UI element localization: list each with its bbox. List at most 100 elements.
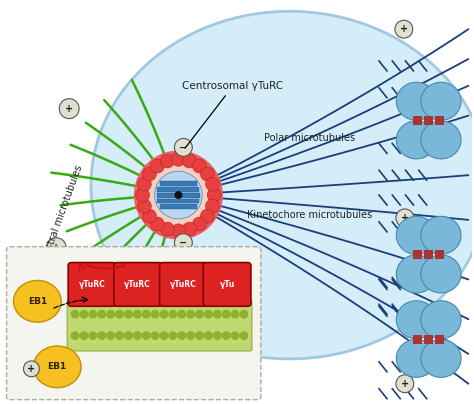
Circle shape [24,361,39,377]
Circle shape [195,310,204,319]
Ellipse shape [396,339,437,377]
Circle shape [186,331,195,340]
FancyBboxPatch shape [68,263,116,306]
Circle shape [222,331,231,340]
Circle shape [239,331,248,340]
Circle shape [124,331,133,340]
Circle shape [239,310,248,319]
FancyBboxPatch shape [114,263,162,306]
Circle shape [133,331,142,340]
Circle shape [174,139,192,156]
Text: +: + [82,314,90,324]
Circle shape [80,310,89,319]
Circle shape [213,331,222,340]
Circle shape [155,171,202,219]
Circle shape [396,209,414,227]
Circle shape [137,199,151,213]
Circle shape [186,310,195,319]
Circle shape [201,209,214,223]
Circle shape [174,191,182,199]
Bar [160,181,197,185]
Bar [413,116,422,125]
Circle shape [76,309,96,329]
Text: EB1: EB1 [47,362,67,371]
Circle shape [230,310,239,319]
Circle shape [142,310,151,319]
Circle shape [160,331,168,340]
Text: γTuRC: γTuRC [124,280,151,289]
Circle shape [168,331,177,340]
Circle shape [222,310,231,319]
Bar [157,187,200,191]
Circle shape [97,310,106,319]
Text: Centrosomal γTuRC: Centrosomal γTuRC [182,81,283,148]
Ellipse shape [33,346,81,388]
Text: Kinetochore microtubules: Kinetochore microtubules [247,210,372,220]
Bar [436,250,444,259]
FancyBboxPatch shape [7,247,261,400]
Circle shape [172,152,185,166]
Circle shape [59,99,79,119]
Circle shape [133,310,142,319]
Circle shape [182,222,196,236]
Text: EB1: EB1 [28,297,47,306]
Circle shape [71,310,80,319]
Text: −: − [179,238,187,248]
Ellipse shape [421,82,461,120]
Circle shape [160,222,174,236]
Circle shape [205,177,219,191]
Circle shape [160,310,168,319]
Circle shape [207,188,221,202]
Circle shape [124,310,133,319]
Text: +: + [401,213,409,223]
Circle shape [204,310,213,319]
Circle shape [89,310,97,319]
Bar [424,250,433,259]
Circle shape [71,331,80,340]
Circle shape [174,234,192,252]
Circle shape [137,154,220,237]
Ellipse shape [91,11,474,359]
Circle shape [136,188,150,202]
Circle shape [177,331,186,340]
Circle shape [192,159,206,173]
Circle shape [115,310,124,319]
Text: γTuRC: γTuRC [79,280,105,289]
Ellipse shape [421,255,461,293]
FancyBboxPatch shape [67,299,252,351]
Bar [413,335,422,343]
Circle shape [106,310,115,319]
Bar [156,193,200,198]
Circle shape [143,167,156,181]
Bar [436,116,444,125]
Circle shape [89,331,97,340]
Circle shape [213,310,222,319]
Ellipse shape [421,339,461,377]
Text: Astral microtubules: Astral microtubules [42,164,84,257]
Circle shape [97,331,106,340]
Ellipse shape [396,121,437,159]
Bar [436,335,444,343]
Bar [160,204,197,209]
Circle shape [150,217,164,231]
Bar [424,335,433,343]
Ellipse shape [396,216,437,255]
Text: +: + [400,24,408,34]
Circle shape [150,159,164,173]
Circle shape [168,310,177,319]
Text: +: + [65,104,73,114]
Circle shape [195,331,204,340]
Ellipse shape [396,82,437,120]
Circle shape [395,20,413,38]
Bar [157,198,200,204]
Circle shape [143,209,156,223]
Text: +: + [52,243,60,252]
Circle shape [46,238,66,258]
Ellipse shape [14,280,61,322]
FancyBboxPatch shape [203,263,251,306]
Circle shape [80,331,89,340]
Text: −: − [179,142,187,152]
Text: γTu: γTu [219,280,235,289]
Ellipse shape [396,255,437,293]
Text: γTuRC: γTuRC [170,280,197,289]
